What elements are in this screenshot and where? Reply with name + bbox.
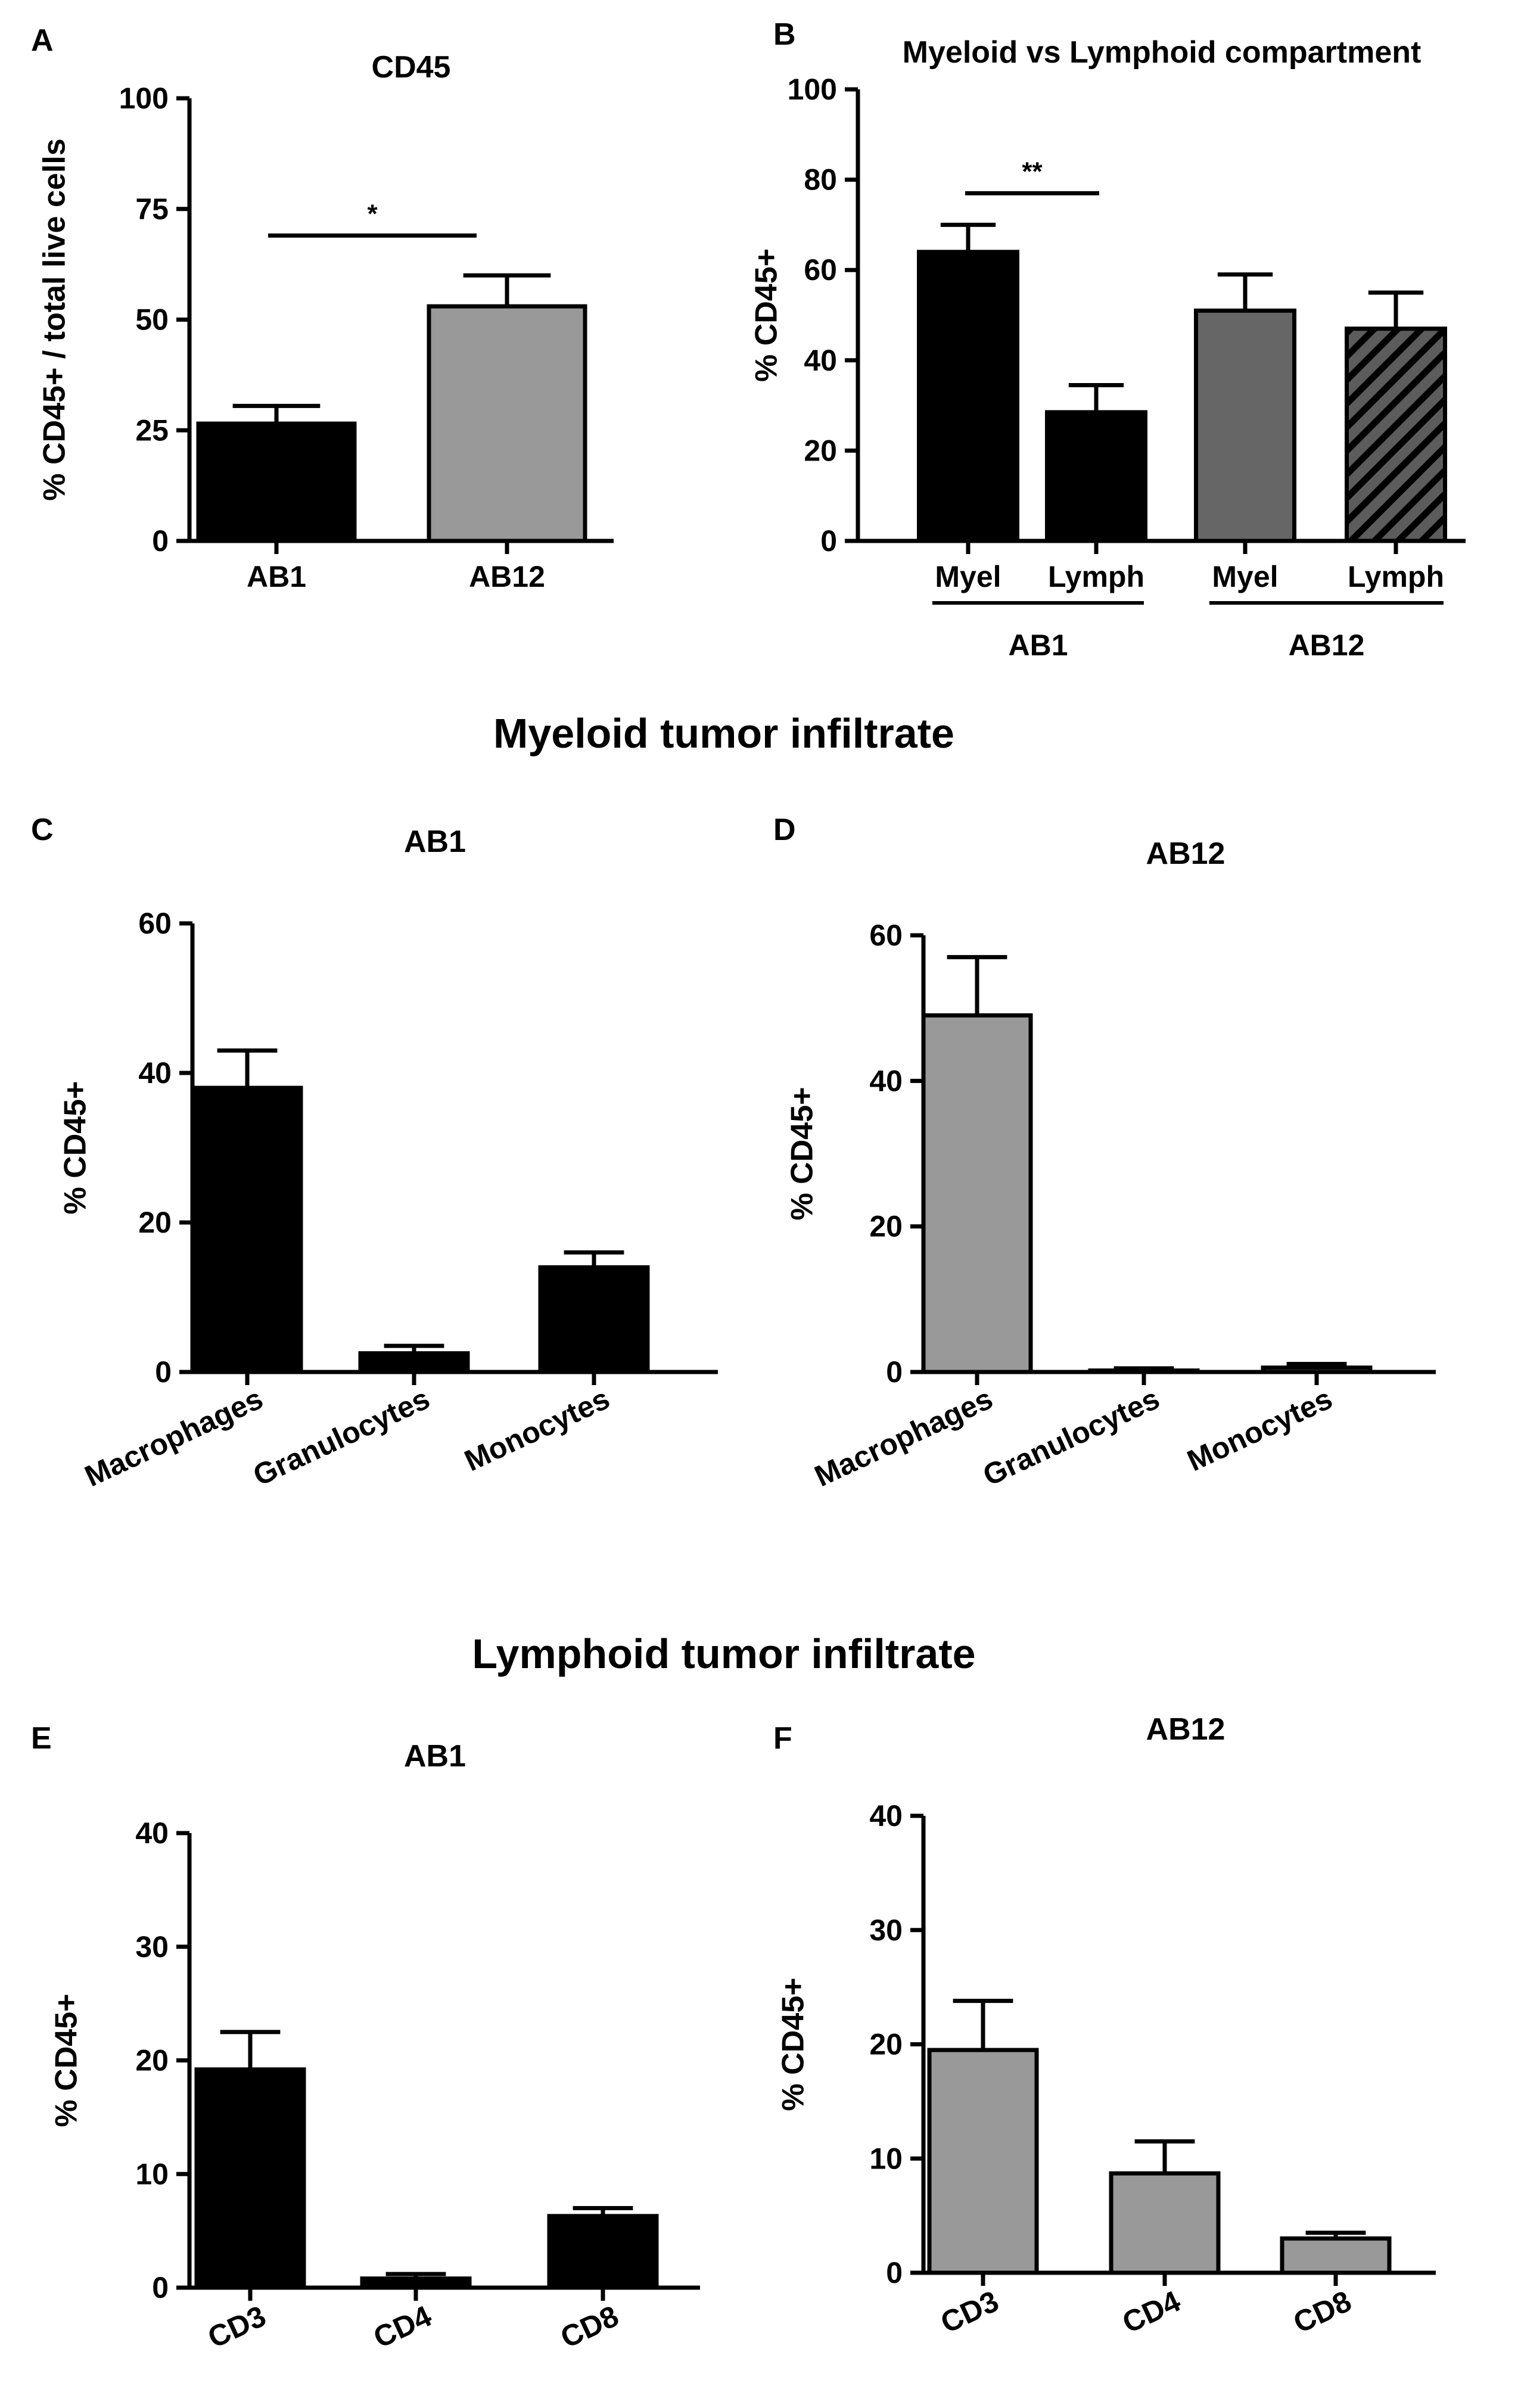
bar [547,2214,659,2290]
bar [194,2067,306,2290]
bar [1280,2236,1392,2275]
chart-title: AB1 [404,1739,466,1774]
y-axis-label: % CD45+ [58,1081,93,1215]
chart-panel-f: F AB12 % CD45+ 0 10 20 30 40 CD3 CD4 CD8 [773,1712,1436,2339]
chart-title: AB1 [404,825,466,859]
y-tick-label: 20 [869,2028,903,2061]
bar [921,1013,1033,1374]
bar [358,1351,470,1374]
chart-panel-e: E AB1 % CD45+ 0 10 20 30 40 CD3 CD4 CD8 [31,1721,700,2354]
group-label: AB12 [1289,629,1365,662]
y-axis-label: % CD45+ / total live cells [38,138,72,500]
chart-title: Myeloid vs Lymphoid compartment [903,35,1422,70]
y-tick-label: 100 [119,82,169,115]
y-tick-label: 40 [869,1064,903,1097]
x-tick-label: Myel [935,560,1001,593]
panel-letter: D [773,813,796,847]
x-tick-label: AB1 [247,560,306,593]
panel-letter: F [773,1721,792,1756]
x-tick-label: Monocytes [1182,1382,1337,1477]
y-tick-label: 60 [869,919,903,952]
y-tick-label: 30 [869,1914,903,1947]
bar [1109,2171,1221,2275]
chart-panel-a: A CD45 % CD45+ / total live cells 0 25 50 75 10… [31,23,614,593]
x-tick-label: Lymph [1348,560,1444,593]
chart-panel-c: C AB1 % CD45+ 0 20 40 60 MacrophagesGranulocyte… [31,813,718,1493]
y-tick-label: 0 [152,2271,169,2304]
x-tick-label: CD3 [203,2299,270,2354]
y-tick-label: 100 [788,73,837,106]
section-heading-myeloid: Myeloid tumor infiltrate [493,710,954,757]
y-axis-label: % CD45+ [785,1087,820,1221]
bar [927,2048,1039,2275]
chart-panels: A CD45 % CD45+ / total live cells 0 25 50 75 10… [31,17,1466,2354]
chart-panel-d: D AB12 % CD45+ 0 20 40 60 MacrophagesGranulocyt… [773,813,1436,1493]
x-tick-label: Monocytes [459,1382,614,1477]
panel-letter: C [31,813,54,847]
y-tick-label: 0 [820,524,837,558]
y-tick-label: 0 [155,1355,172,1389]
bar [191,1085,303,1374]
y-tick-label: 10 [135,2157,169,2191]
bar [1345,326,1447,543]
chart-title: CD45 [372,50,451,85]
significance-label: * [367,199,378,228]
x-tick-label: AB12 [469,560,545,593]
y-tick-label: 20 [869,1210,903,1243]
bar [1088,1368,1200,1374]
panel-letter: B [773,17,796,52]
x-tick-label: CD4 [1117,2284,1185,2339]
y-tick-label: 0 [886,1355,903,1389]
bar [1045,410,1147,543]
bar [1194,308,1296,543]
y-tick-label: 50 [135,303,169,337]
y-tick-label: 20 [138,1206,172,1239]
x-tick-label: Myel [1212,560,1278,593]
y-tick-label: 20 [804,434,837,467]
x-tick-label: Lymph [1048,560,1144,593]
x-tick-label: CD3 [935,2284,1003,2339]
panel-letter: E [31,1721,52,1756]
chart-title: AB12 [1146,1712,1225,1747]
y-tick-label: 30 [135,1930,169,1964]
y-tick-label: 80 [804,163,837,197]
chart-title: AB12 [1146,836,1225,871]
significance-label: ** [1022,157,1043,186]
chart-panel-b: B Myeloid vs Lymphoid compartment % CD45+ 0… [749,17,1466,662]
y-axis-label: % CD45+ [49,1994,84,2127]
section-heading-lymphoid: Lymphoid tumor infiltrate [472,1631,975,1677]
y-tick-label: 40 [804,344,837,377]
group-label: AB1 [1008,629,1068,662]
y-tick-label: 0 [152,524,169,558]
bar [917,250,1019,543]
y-tick-label: 40 [869,1799,903,1833]
y-axis-label: % CD45+ [749,248,784,382]
y-tick-label: 10 [869,2142,903,2175]
y-tick-label: 40 [138,1056,172,1090]
x-tick-label: Macrophages [80,1382,268,1493]
bar [427,304,587,543]
bar [196,421,357,543]
bar [360,2276,472,2290]
y-tick-label: 20 [135,2044,169,2077]
bar [1261,1365,1373,1374]
y-tick-label: 60 [804,253,837,287]
y-tick-label: 0 [886,2256,903,2289]
y-tick-label: 60 [138,907,172,940]
x-tick-label: Macrophages [810,1382,998,1493]
y-tick-label: 40 [135,1816,169,1850]
bar [538,1265,650,1374]
y-tick-label: 75 [135,192,169,226]
x-tick-label: CD8 [1288,2284,1356,2339]
panel-letter: A [31,23,54,58]
y-axis-label: % CD45+ [776,1978,811,2111]
x-tick-label: Granulocytes [978,1382,1164,1492]
y-tick-label: 25 [135,413,169,447]
x-tick-label: Granulocytes [248,1382,434,1492]
x-tick-label: CD8 [555,2299,623,2354]
x-tick-label: CD4 [368,2299,436,2354]
